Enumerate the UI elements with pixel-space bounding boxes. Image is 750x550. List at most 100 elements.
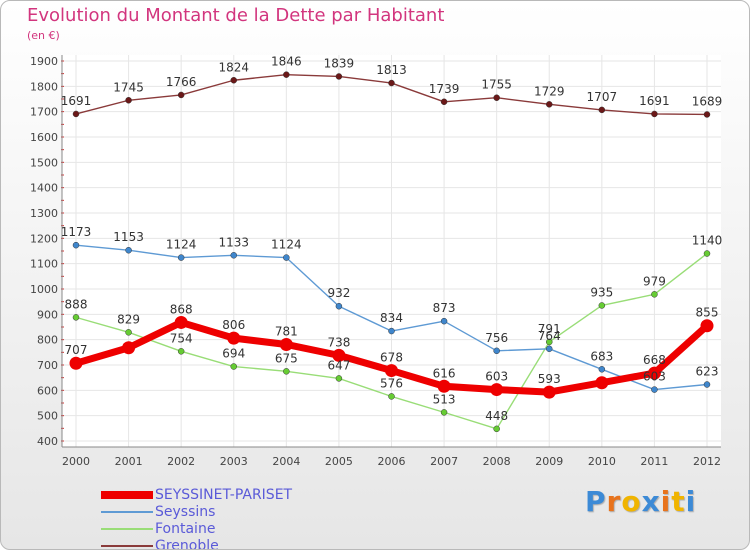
data-label: 1729 (534, 84, 565, 98)
logo-letter: i (660, 485, 672, 518)
data-point (440, 98, 448, 106)
data-point (595, 376, 609, 390)
data-label: 754 (170, 331, 193, 345)
data-point (388, 327, 395, 335)
y-tick-label: 1400 (30, 182, 58, 195)
data-label: 616 (433, 366, 456, 380)
chart-title: Evolution du Montant de la Dette par Hab… (27, 5, 445, 26)
data-label: 781 (275, 324, 298, 338)
data-point (598, 366, 606, 373)
data-label: 1173 (61, 225, 92, 239)
proxiti-logo: Proxiti (585, 485, 696, 518)
legend-swatch (101, 528, 153, 530)
data-point (72, 110, 80, 118)
y-tick-label: 1800 (30, 80, 58, 93)
data-point (546, 338, 553, 346)
x-tick-label: 2005 (325, 455, 353, 468)
data-point (546, 101, 553, 108)
data-label: 576 (380, 376, 403, 390)
x-tick-label: 2000 (62, 455, 90, 468)
chart-unit: (en €) (27, 29, 60, 42)
data-point (125, 329, 132, 336)
x-tick-label: 2012 (693, 455, 721, 468)
data-point (72, 314, 80, 321)
legend-swatch (101, 511, 153, 513)
data-label: 868 (170, 302, 193, 316)
logo-letter: x (641, 485, 661, 518)
x-tick-label: 2002 (167, 455, 195, 468)
y-tick-label: 700 (37, 359, 58, 372)
data-label: 1689 (692, 94, 723, 108)
data-label: 1846 (271, 55, 302, 69)
data-point (493, 425, 500, 433)
data-label: 623 (696, 365, 719, 379)
data-point (598, 106, 606, 114)
data-label: 1691 (61, 94, 92, 108)
data-point (230, 77, 237, 84)
data-point (283, 254, 290, 261)
data-point (700, 319, 714, 333)
data-point (651, 386, 658, 393)
y-tick-label: 600 (37, 384, 58, 397)
data-point (493, 94, 500, 101)
data-point (174, 315, 188, 329)
data-point (703, 250, 711, 257)
data-point (440, 317, 448, 325)
data-point (125, 97, 132, 104)
data-label: 756 (485, 331, 508, 345)
data-label: 834 (380, 311, 403, 325)
data-label: 668 (643, 353, 666, 367)
y-tick-label: 1100 (30, 258, 58, 271)
data-label: 1755 (481, 78, 512, 92)
data-label: 764 (538, 329, 561, 343)
y-tick-label: 1000 (30, 283, 58, 296)
data-label: 448 (485, 409, 508, 423)
x-tick-label: 2008 (483, 455, 511, 468)
x-tick-label: 2009 (535, 455, 563, 468)
data-label: 694 (222, 347, 245, 361)
y-tick-label: 1600 (30, 131, 58, 144)
y-tick-label: 1900 (30, 55, 58, 68)
data-label: 1813 (376, 63, 407, 77)
data-label: 791 (538, 322, 561, 336)
data-label: 1739 (429, 82, 460, 96)
data-point (72, 241, 80, 249)
data-point (598, 302, 606, 309)
data-label: 1766 (166, 75, 197, 89)
data-point (385, 364, 398, 378)
data-label: 855 (696, 306, 719, 320)
x-tick-label: 2011 (640, 455, 668, 468)
data-label: 979 (643, 274, 666, 288)
logo-letter: i (685, 485, 697, 518)
logo-letter: t (671, 485, 686, 518)
data-point (332, 348, 346, 362)
data-label: 513 (433, 392, 456, 406)
data-point (388, 393, 395, 400)
legend-label: SEYSSINET-PARISET (155, 487, 293, 503)
data-point (125, 246, 132, 254)
data-label: 1124 (271, 238, 302, 252)
data-label: 738 (327, 335, 350, 349)
data-point (493, 347, 500, 355)
data-label: 683 (590, 349, 613, 363)
data-label: 647 (327, 358, 350, 372)
data-point (230, 252, 237, 259)
legend-label: Fontaine (155, 521, 216, 537)
data-point (542, 385, 556, 399)
data-point (651, 110, 658, 118)
x-tick-label: 2004 (272, 455, 300, 468)
y-tick-label: 400 (37, 435, 58, 448)
x-tick-label: 2010 (588, 455, 616, 468)
data-point (651, 291, 658, 298)
data-point (335, 302, 343, 310)
data-point (388, 79, 395, 87)
data-point (177, 348, 185, 355)
data-label: 1745 (113, 80, 144, 94)
data-label: 829 (117, 312, 140, 326)
logo-letter: o (621, 485, 642, 518)
data-label: 678 (380, 351, 403, 365)
data-point (647, 366, 661, 380)
data-point (703, 111, 711, 118)
y-tick-label: 1500 (30, 156, 58, 169)
data-label: 935 (590, 285, 613, 299)
